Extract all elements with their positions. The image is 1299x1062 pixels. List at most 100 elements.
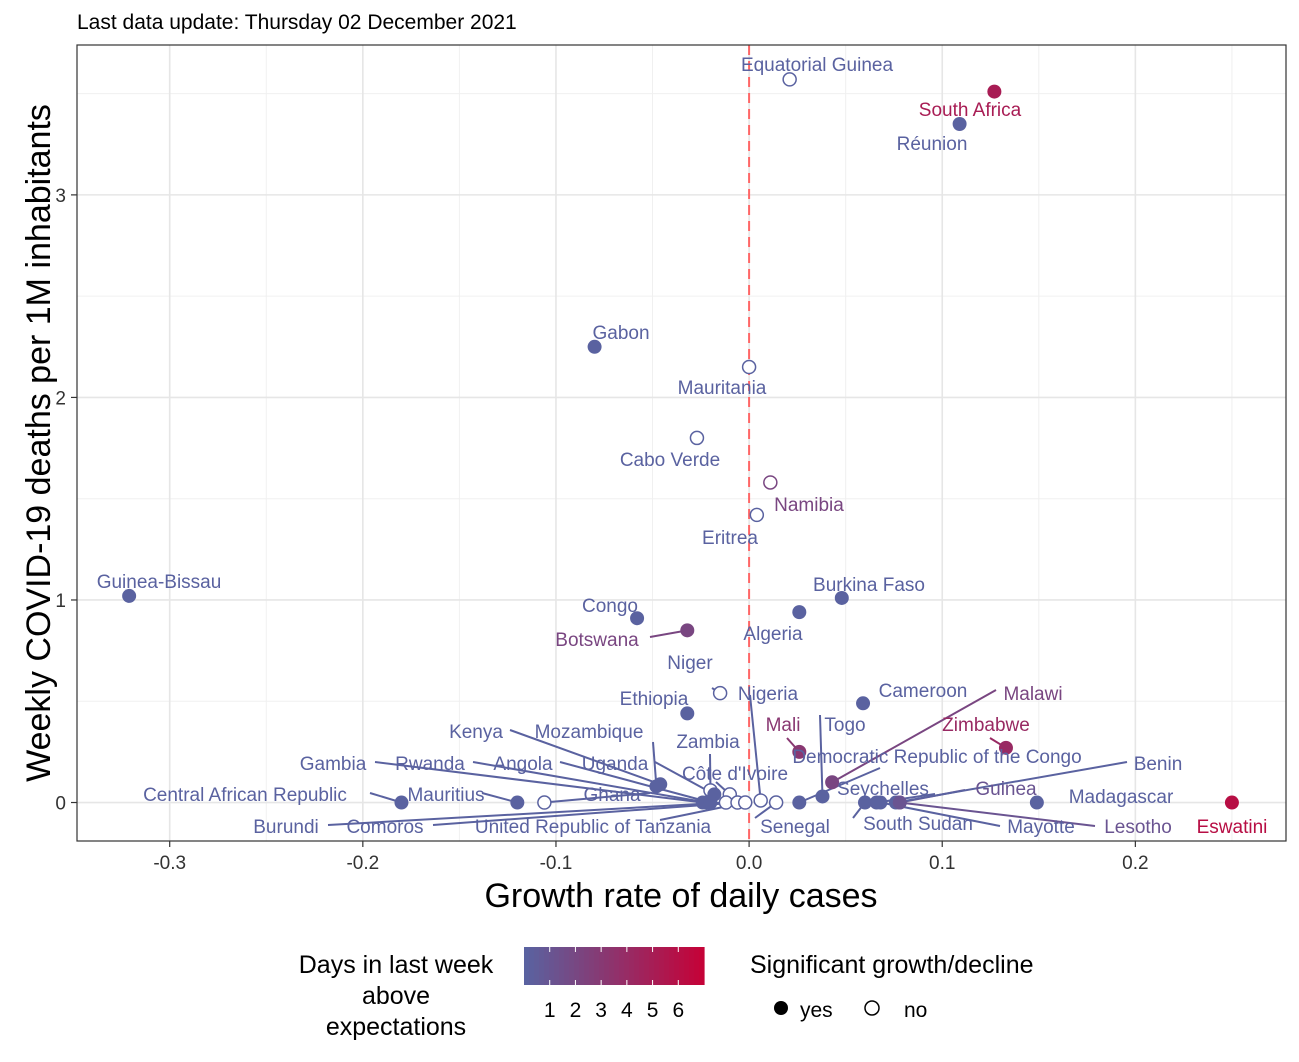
data-point xyxy=(703,795,718,810)
colorbar-segment xyxy=(614,947,620,985)
legend-shape-no: no xyxy=(904,999,927,1022)
x-tick-label: -0.2 xyxy=(346,853,379,874)
point-label: Mauritania xyxy=(678,378,767,399)
x-axis-ticks: -0.3 -0.2 -0.1 0.0 0.1 0.2 xyxy=(153,841,1149,874)
data-point xyxy=(825,775,840,790)
colorbar-tick-label: 1 xyxy=(544,999,556,1022)
label-leader-line xyxy=(432,801,738,826)
y-axis-title: Weekly COVID-19 deaths per 1M inhabitant… xyxy=(20,104,58,782)
data-point xyxy=(873,795,888,810)
x-tick-label: 0.0 xyxy=(736,853,762,874)
point-label: Réunion xyxy=(897,134,968,155)
point-label: Lesotho xyxy=(1104,817,1172,838)
point-labels: Equatorial Guinea South Africa Réunion Gabo… xyxy=(97,55,1268,838)
colorbar-segment xyxy=(654,947,660,985)
colorbar-segment xyxy=(644,947,650,985)
colorbar-tick-label: 2 xyxy=(570,999,582,1022)
data-point xyxy=(857,795,872,810)
data-points xyxy=(122,72,1239,810)
point-label: Burkina Faso xyxy=(813,575,925,596)
colorbar-segment xyxy=(539,947,545,985)
legend-color-title-line-3: expectations xyxy=(326,1013,466,1041)
legend-color-title-line-1: Days in last week xyxy=(299,951,494,979)
point-label: Angola xyxy=(493,754,553,775)
colorbar-segment xyxy=(579,947,585,985)
data-point xyxy=(749,507,765,523)
colorbar-segment xyxy=(619,947,625,985)
colorbar-segment xyxy=(524,947,530,985)
point-label: Zambia xyxy=(676,732,740,753)
data-point xyxy=(792,605,807,620)
legend-open-circle-icon xyxy=(864,1000,880,1016)
colorbar-segment xyxy=(659,947,665,985)
label-leader-line xyxy=(509,729,661,786)
data-point xyxy=(510,795,525,810)
label-leader-line xyxy=(327,801,726,826)
colorbar-segment xyxy=(624,947,630,985)
colorbar-segment xyxy=(574,947,580,985)
colorbar-segment xyxy=(649,947,655,985)
colorbar-segment xyxy=(669,947,675,985)
colorbar-segment xyxy=(604,947,610,985)
point-label: Eritrea xyxy=(702,528,758,549)
point-label: Uganda xyxy=(582,754,649,775)
data-point xyxy=(122,588,137,603)
data-point xyxy=(737,795,753,810)
point-label: Ethiopia xyxy=(620,689,689,710)
colorbar-segment xyxy=(699,947,705,985)
data-point xyxy=(680,623,695,638)
colorbar-segment xyxy=(544,947,550,985)
colorbar-segment xyxy=(569,947,575,985)
point-label: Eswatini xyxy=(1197,817,1268,838)
point-label: Guinea xyxy=(975,779,1037,800)
x-tick-label: 0.1 xyxy=(929,853,955,874)
label-leader-line xyxy=(819,714,824,797)
point-label: Cameroon xyxy=(879,681,968,702)
y-tick-label: 0 xyxy=(55,794,66,815)
legend-filled-circle-icon xyxy=(774,1001,788,1015)
data-point xyxy=(792,795,807,810)
chart-subtitle: Last data update: Thursday 02 December 2… xyxy=(77,11,517,34)
data-point xyxy=(952,116,967,131)
point-label: Burundi xyxy=(253,817,319,838)
colorbar-segment xyxy=(549,947,555,985)
data-point xyxy=(649,779,664,794)
colorbar-segment xyxy=(694,947,700,985)
data-point xyxy=(834,590,849,605)
point-label: Guinea-Bissau xyxy=(97,572,222,593)
label-leader-line xyxy=(374,761,703,804)
label-leader-line xyxy=(544,792,651,804)
colorbar-segment xyxy=(529,947,535,985)
data-point xyxy=(394,795,409,810)
colorbar-tick-label: 4 xyxy=(621,999,633,1022)
x-tick-label: -0.1 xyxy=(540,853,573,874)
point-label: Senegal xyxy=(760,817,830,838)
y-tick-label: 2 xyxy=(55,388,66,409)
colorbar-tick-label: 5 xyxy=(647,999,659,1022)
point-label: Namibia xyxy=(774,495,844,516)
point-label: Comoros xyxy=(346,817,423,838)
legend-shape-title: Significant growth/decline xyxy=(750,951,1034,979)
point-label: Côte d'Ivoire xyxy=(682,764,788,785)
label-leader-line xyxy=(798,767,881,804)
data-point xyxy=(753,793,768,808)
point-label: Kenya xyxy=(449,722,503,743)
colorbar-segment xyxy=(629,947,635,985)
colorbar-segment xyxy=(664,947,670,985)
colorbar-segment xyxy=(599,947,605,985)
point-label: Democratic Republic of the Congo xyxy=(792,747,1081,768)
panel-border xyxy=(76,44,1287,842)
point-label: Togo xyxy=(824,715,865,736)
data-point xyxy=(630,611,645,626)
point-label: United Republic of Tanzania xyxy=(475,817,712,838)
point-label: Ghana xyxy=(583,785,640,806)
label-leader-line xyxy=(749,694,762,801)
legend-shape-yes: yes xyxy=(800,999,833,1022)
y-tick-label: 3 xyxy=(55,186,66,207)
colorbar-segment xyxy=(589,947,595,985)
colorbar-segment xyxy=(554,947,560,985)
x-axis-title: Growth rate of daily cases xyxy=(484,877,877,915)
